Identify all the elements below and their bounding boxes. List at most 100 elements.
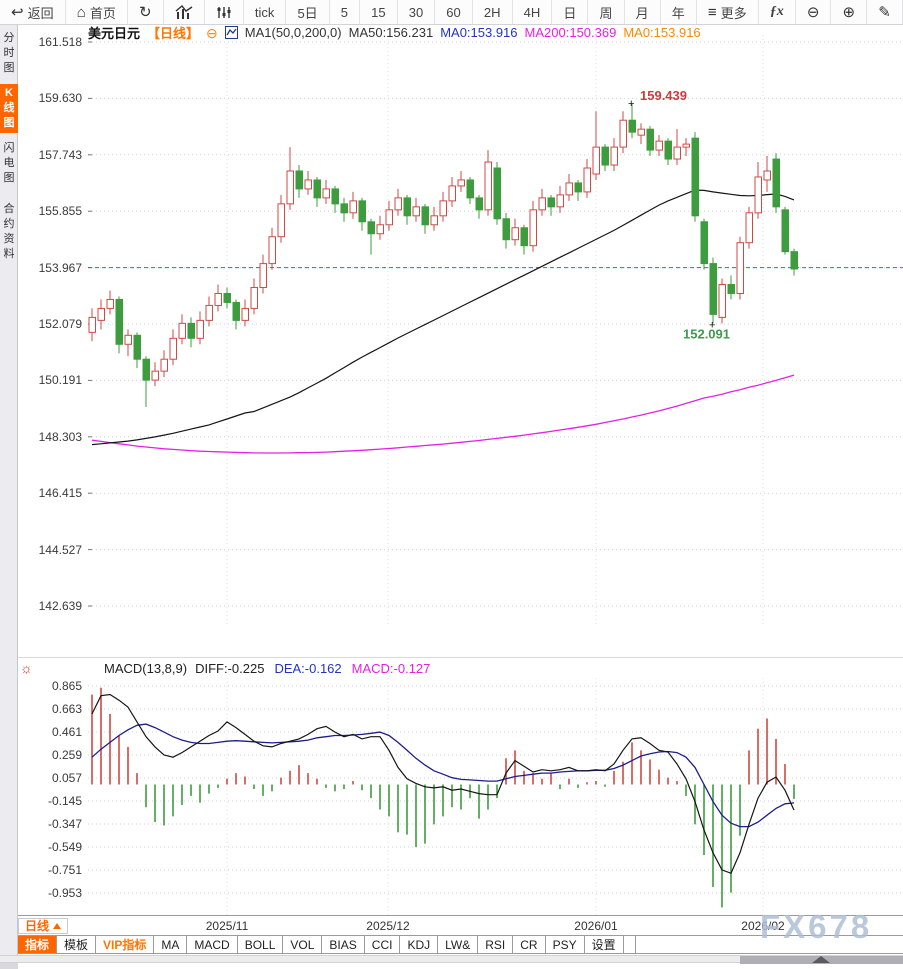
- toolbar-button-label: tick: [254, 4, 275, 20]
- macd-axis-tick: -0.751: [47, 863, 82, 877]
- indicator-tab-LW&[interactable]: LW&: [438, 936, 479, 953]
- indicator-tab-KDJ[interactable]: KDJ: [400, 936, 439, 953]
- toolbar-button-back[interactable]: ↩ 返回: [0, 0, 66, 24]
- indicator-tab-指标[interactable]: 指标: [18, 936, 58, 953]
- indicator-tab-MACD[interactable]: MACD: [187, 936, 238, 953]
- toolbar-button-interval-tick[interactable]: tick: [244, 0, 287, 24]
- back-icon: ↩: [11, 3, 24, 21]
- home-icon: ⌂: [76, 3, 86, 21]
- indicator-tab-BOLL[interactable]: BOLL: [238, 936, 284, 953]
- sidebar-tab-合约资料[interactable]: 合约资料: [0, 200, 18, 264]
- toolbar-button-interval-week[interactable]: 周: [588, 0, 625, 24]
- sidebar-tab-闪电图[interactable]: 闪电图: [0, 139, 18, 188]
- toolbar: ↩ 返回 ⌂ 首页 ↻ tick 5日 5 15 30 60 2H 4H 日周月年 ≡ 更多 ƒx ⊖ ⊕ ✎: [0, 0, 903, 25]
- sidebar-tab-char: 闪: [3, 142, 15, 154]
- macd-diff-value: DIFF:-0.225: [195, 660, 265, 676]
- indicator-tab-CR[interactable]: CR: [513, 936, 546, 953]
- sidebar-tab-char: 分: [3, 32, 15, 44]
- sidebar-tab-char: 料: [3, 248, 15, 260]
- sidebar-tab-char: 图: [3, 117, 15, 129]
- macd-axis-tick: 0.865: [51, 679, 82, 693]
- macd-axis-tick: -0.145: [47, 794, 82, 808]
- toolbar-button-formula[interactable]: ƒx: [759, 0, 796, 24]
- sidebar-tab-char: 合: [3, 203, 15, 215]
- sidebar-tab-分时图[interactable]: 分时图: [0, 29, 18, 78]
- sliders-icon: [217, 6, 231, 18]
- toolbar-button-interval-15[interactable]: 15: [360, 0, 398, 24]
- toolbar-button-chart-style[interactable]: [164, 0, 205, 24]
- indicator-tab-RSI[interactable]: RSI: [478, 936, 514, 953]
- toolbar-button-indicator-adjust[interactable]: [205, 0, 244, 24]
- more-icon: ≡: [707, 3, 717, 21]
- indicator-tab-CCI[interactable]: CCI: [365, 936, 401, 953]
- x-axis-month-label: 2026/02: [741, 919, 785, 933]
- macd-formula: MACD(13,8,9): [104, 660, 188, 676]
- toolbar-button-draw[interactable]: ✎: [867, 0, 903, 24]
- ma-settings: MA1(50,0,200,0): [244, 25, 342, 40]
- indicator-tab-VOL[interactable]: VOL: [283, 936, 323, 953]
- indicator-tab-模板[interactable]: 模板: [57, 936, 97, 953]
- price-axis-tick: 159.630: [38, 91, 82, 106]
- price-axis-tick: 155.855: [38, 204, 82, 219]
- indicator-settings-icon[interactable]: ☼: [20, 660, 33, 676]
- sidebar-tab-char: 时: [3, 47, 15, 59]
- sidebar-tab-char: 资: [3, 233, 15, 245]
- x-axis-month-label: 2025/11: [205, 919, 249, 933]
- macd-axis-tick: -0.953: [47, 886, 82, 900]
- scrollbar-arrow-icon[interactable]: [812, 956, 830, 963]
- toolbar-button-label: 返回: [27, 5, 54, 21]
- collapse-icon[interactable]: ⊖: [206, 24, 218, 41]
- svg-text:152.091: 152.091: [683, 327, 730, 342]
- toolbar-button-label: 首页: [89, 5, 116, 21]
- toolbar-button-interval-5d[interactable]: 5日: [286, 0, 330, 24]
- price-axis-labels: 161.518 159.630 157.743 155.855 153.967 152.0…: [18, 35, 84, 625]
- candlestick-chart[interactable]: +159.439 +152.091: [88, 35, 903, 625]
- toolbar-button-interval-5[interactable]: 5: [330, 0, 361, 24]
- horizontal-scrollbar[interactable]: [0, 955, 903, 964]
- sidebar-tab-char: 约: [3, 218, 15, 230]
- indicator-tab-BIAS[interactable]: BIAS: [322, 936, 365, 953]
- price-axis-tick: 148.303: [38, 429, 82, 444]
- chart-title-bar: 美元日元 【日线】 ⊖ MA1(50,0,200,0) MA50:156.231…: [88, 24, 701, 41]
- toolbar-button-refresh[interactable]: ↻: [128, 0, 164, 24]
- indicator-tab-MA[interactable]: MA: [154, 936, 188, 953]
- toolbar-button-zoom-out[interactable]: ⊖: [796, 0, 832, 24]
- indicator-tab-设置[interactable]: 设置: [585, 936, 624, 953]
- price-axis-tick: 142.639: [38, 599, 82, 613]
- macd-axis-tick: 0.259: [51, 748, 82, 762]
- toolbar-button-interval-4h[interactable]: 4H: [513, 0, 553, 24]
- price-axis-tick: 161.518: [38, 35, 82, 49]
- indicator-tab-PSY[interactable]: PSY: [546, 936, 585, 953]
- toolbar-button-interval-month[interactable]: 月: [625, 0, 661, 24]
- ma0-value-orange: MA0:153.916: [623, 25, 701, 40]
- period-label: 【日线】: [147, 26, 200, 41]
- toolbar-button-label: 15: [371, 4, 386, 20]
- period-selector[interactable]: 日线: [18, 918, 69, 934]
- toolbar-button-zoom-in[interactable]: ⊕: [831, 0, 868, 24]
- toolbar-button-interval-year[interactable]: 年: [661, 0, 697, 24]
- macd-chart[interactable]: [88, 678, 903, 915]
- indicator-tab-spacer: [624, 936, 636, 953]
- toolbar-button-label: 2H: [483, 4, 501, 20]
- macd-svg: [88, 678, 903, 915]
- toolbar-button-interval-60[interactable]: 60: [435, 0, 473, 24]
- toolbar-button-interval-day[interactable]: 日: [552, 0, 589, 24]
- toolbar-button-label: 5日: [297, 5, 318, 21]
- svg-text:159.439: 159.439: [640, 88, 687, 103]
- indicator-tab-VIP指标[interactable]: VIP指标: [96, 936, 155, 953]
- toolbar-button-label: 更多: [720, 5, 747, 21]
- toolbar-button-label: 年: [671, 5, 685, 21]
- toolbar-button-label: 4H: [523, 4, 541, 20]
- sidebar-tab-char: 电: [3, 157, 15, 169]
- toolbar-button-interval-30[interactable]: 30: [398, 0, 436, 24]
- toolbar-button-more[interactable]: ≡ 更多: [697, 0, 759, 24]
- toolbar-button-interval-2h[interactable]: 2H: [473, 0, 513, 24]
- toolbar-button-label: 60: [446, 4, 461, 20]
- sidebar-tab-char: 图: [3, 62, 15, 74]
- mini-chart-icon: [224, 26, 238, 39]
- sidebar-tab-char: 图: [3, 172, 15, 184]
- toolbar-button-home[interactable]: ⌂ 首页: [66, 0, 128, 24]
- price-axis-tick: 157.743: [38, 147, 82, 162]
- ma200-value: MA200:150.369: [524, 25, 617, 40]
